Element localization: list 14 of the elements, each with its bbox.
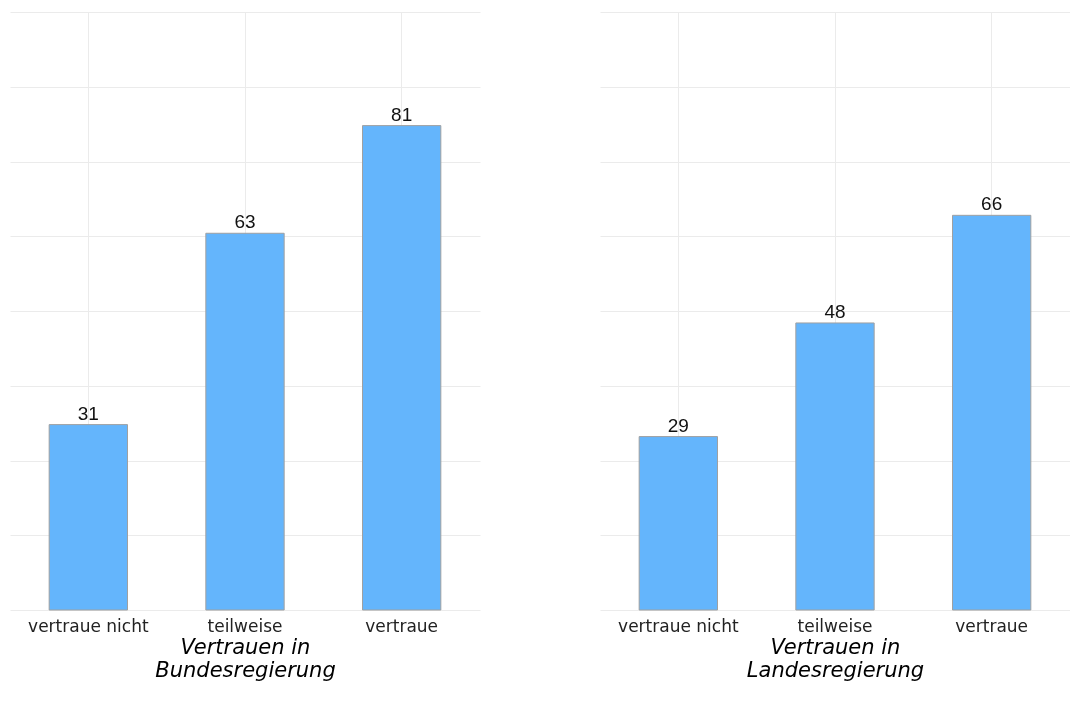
data-label: 66 [981,193,1003,215]
data-label: 29 [667,414,689,436]
data-label: 63 [234,211,256,233]
x-tick-label: vertraue [365,615,439,636]
data-label: 31 [77,402,99,424]
data-label: 81 [391,103,413,125]
x-tick-label: vertraue nicht [618,615,739,636]
data-label: 48 [824,300,846,322]
x-tick-label: vertraue nicht [28,615,149,636]
x-axis-title: Vertrauen in Bundesregierung [155,634,336,682]
x-tick-label: teilweise [207,615,283,636]
x-axis-title: Vertrauen in Landesregierung [746,634,925,682]
x-tick-label: vertraue [955,615,1029,636]
x-tick-label: teilweise [797,615,873,636]
